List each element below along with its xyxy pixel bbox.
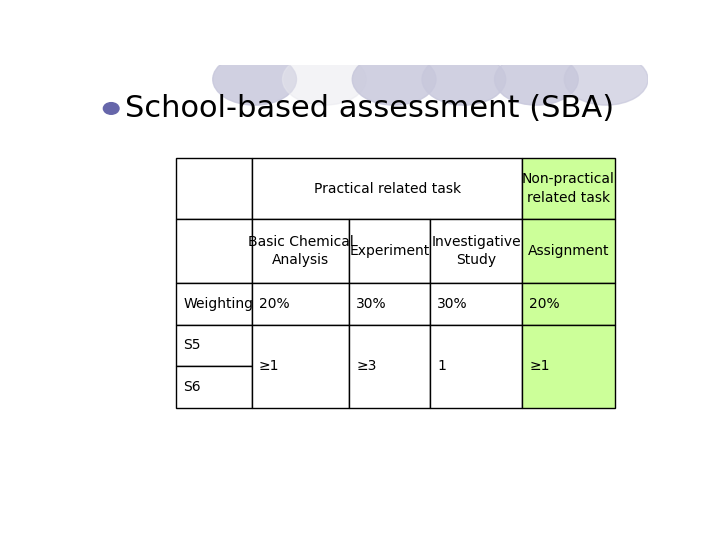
Bar <box>176 283 252 325</box>
Text: School-based assessment (SBA): School-based assessment (SBA) <box>125 94 614 123</box>
Bar <box>252 283 349 325</box>
Text: ≥3: ≥3 <box>356 359 377 373</box>
Text: 30%: 30% <box>356 297 387 311</box>
Bar <box>349 325 431 408</box>
Circle shape <box>104 103 119 114</box>
Text: S5: S5 <box>183 339 201 353</box>
Bar <box>176 158 252 219</box>
Bar <box>252 158 523 219</box>
Text: ≥1: ≥1 <box>258 359 279 373</box>
Text: Weighting: Weighting <box>183 297 253 311</box>
Ellipse shape <box>422 53 505 105</box>
Text: 20%: 20% <box>258 297 289 311</box>
Ellipse shape <box>352 53 436 105</box>
Bar <box>176 325 252 366</box>
Bar <box>431 325 523 408</box>
Text: Assignment: Assignment <box>528 244 609 258</box>
Bar <box>252 325 349 408</box>
Text: Basic Chemical
Analysis: Basic Chemical Analysis <box>248 235 354 267</box>
Text: 1: 1 <box>437 359 446 373</box>
Text: 20%: 20% <box>529 297 559 311</box>
Text: 30%: 30% <box>437 297 468 311</box>
Bar <box>349 283 431 325</box>
Bar <box>176 366 252 408</box>
Ellipse shape <box>564 53 648 105</box>
Bar <box>523 219 615 283</box>
Bar <box>349 219 431 283</box>
Text: Investigative
Study: Investigative Study <box>431 235 521 267</box>
Bar <box>431 283 523 325</box>
Text: Experiment: Experiment <box>350 244 430 258</box>
Text: S6: S6 <box>183 380 201 394</box>
Ellipse shape <box>282 53 366 105</box>
Text: Practical related task: Practical related task <box>314 181 461 195</box>
Bar <box>252 219 349 283</box>
Ellipse shape <box>495 53 578 105</box>
Bar <box>431 219 523 283</box>
Text: ≥1: ≥1 <box>529 359 549 373</box>
Bar <box>523 325 615 408</box>
Text: Non-practical
related task: Non-practical related task <box>522 172 615 205</box>
Bar <box>523 283 615 325</box>
Bar <box>176 219 252 283</box>
Ellipse shape <box>213 53 297 105</box>
Bar <box>523 158 615 219</box>
